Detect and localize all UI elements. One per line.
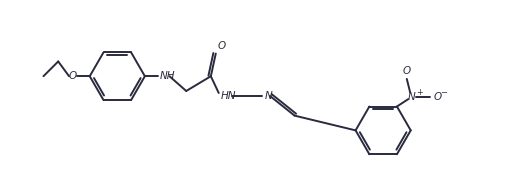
Text: O: O xyxy=(403,66,411,76)
Text: −: − xyxy=(440,88,447,97)
Text: HN: HN xyxy=(220,91,236,101)
Text: NH: NH xyxy=(160,71,175,81)
Text: N: N xyxy=(265,91,273,101)
Text: O: O xyxy=(69,71,77,81)
Text: N: N xyxy=(408,92,416,102)
Text: O: O xyxy=(218,41,226,51)
Text: +: + xyxy=(417,88,423,97)
Text: O: O xyxy=(434,92,441,102)
